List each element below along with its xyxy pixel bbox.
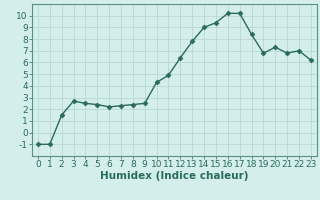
X-axis label: Humidex (Indice chaleur): Humidex (Indice chaleur) xyxy=(100,171,249,181)
